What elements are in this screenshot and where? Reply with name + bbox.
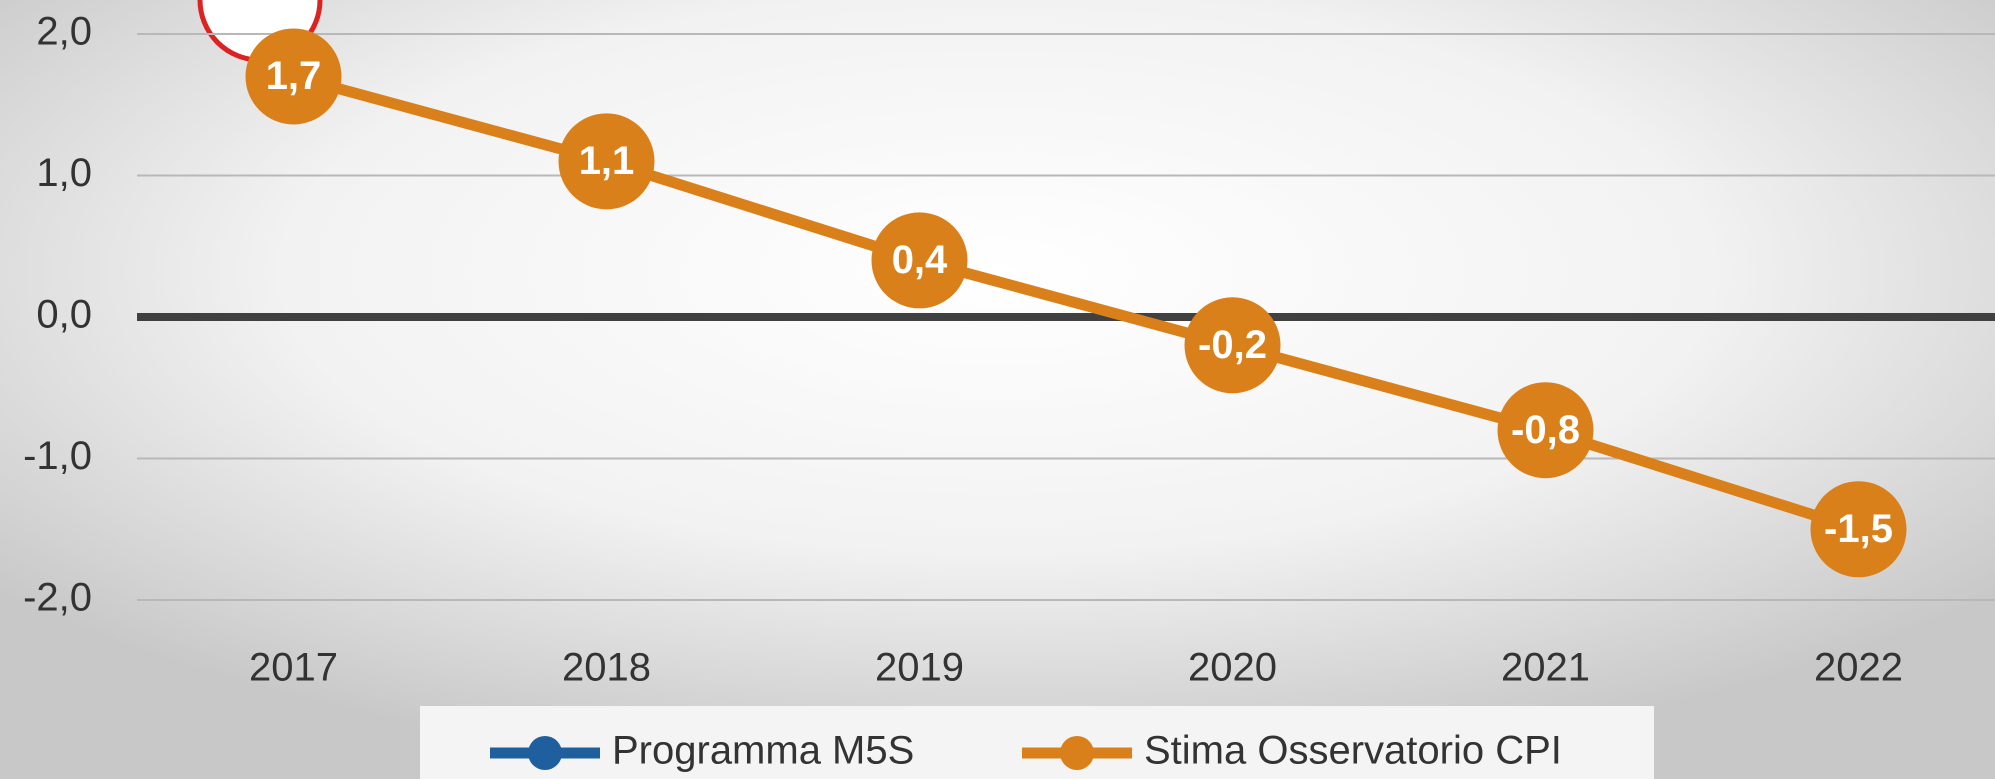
data-label: -0,8 bbox=[1511, 408, 1580, 452]
data-point bbox=[1497, 382, 1594, 479]
legend-box bbox=[420, 706, 1654, 779]
y-tick-label: 0,0 bbox=[36, 293, 92, 337]
x-tick-label: 2022 bbox=[1814, 646, 1903, 690]
x-tick-label: 2018 bbox=[562, 646, 651, 690]
data-point bbox=[558, 113, 655, 210]
legend-marker bbox=[1060, 736, 1094, 770]
legend-label: Programma M5S bbox=[612, 729, 914, 773]
x-tick-label: 2021 bbox=[1501, 646, 1590, 690]
series-line bbox=[292, 71, 1861, 535]
x-tick-label: 2017 bbox=[249, 646, 338, 690]
y-tick-label: 2,0 bbox=[36, 10, 92, 54]
data-point bbox=[245, 28, 342, 125]
data-point bbox=[1810, 481, 1907, 578]
y-tick-label: -2,0 bbox=[23, 576, 92, 620]
y-tick-label: 1,0 bbox=[36, 151, 92, 195]
x-tick-label: 2019 bbox=[875, 646, 964, 690]
data-point bbox=[871, 212, 968, 309]
data-point bbox=[1184, 297, 1281, 394]
x-tick-label: 2020 bbox=[1188, 646, 1277, 690]
legend-label: Stima Osservatorio CPI bbox=[1144, 729, 1562, 773]
data-label: 1,7 bbox=[266, 54, 322, 98]
data-label: 0,4 bbox=[892, 238, 948, 282]
y-tick-label: -1,0 bbox=[23, 434, 92, 478]
data-label: -0,2 bbox=[1198, 323, 1267, 367]
data-label: 1,1 bbox=[579, 139, 635, 183]
legend-marker bbox=[528, 736, 562, 770]
data-label: -1,5 bbox=[1824, 507, 1893, 551]
